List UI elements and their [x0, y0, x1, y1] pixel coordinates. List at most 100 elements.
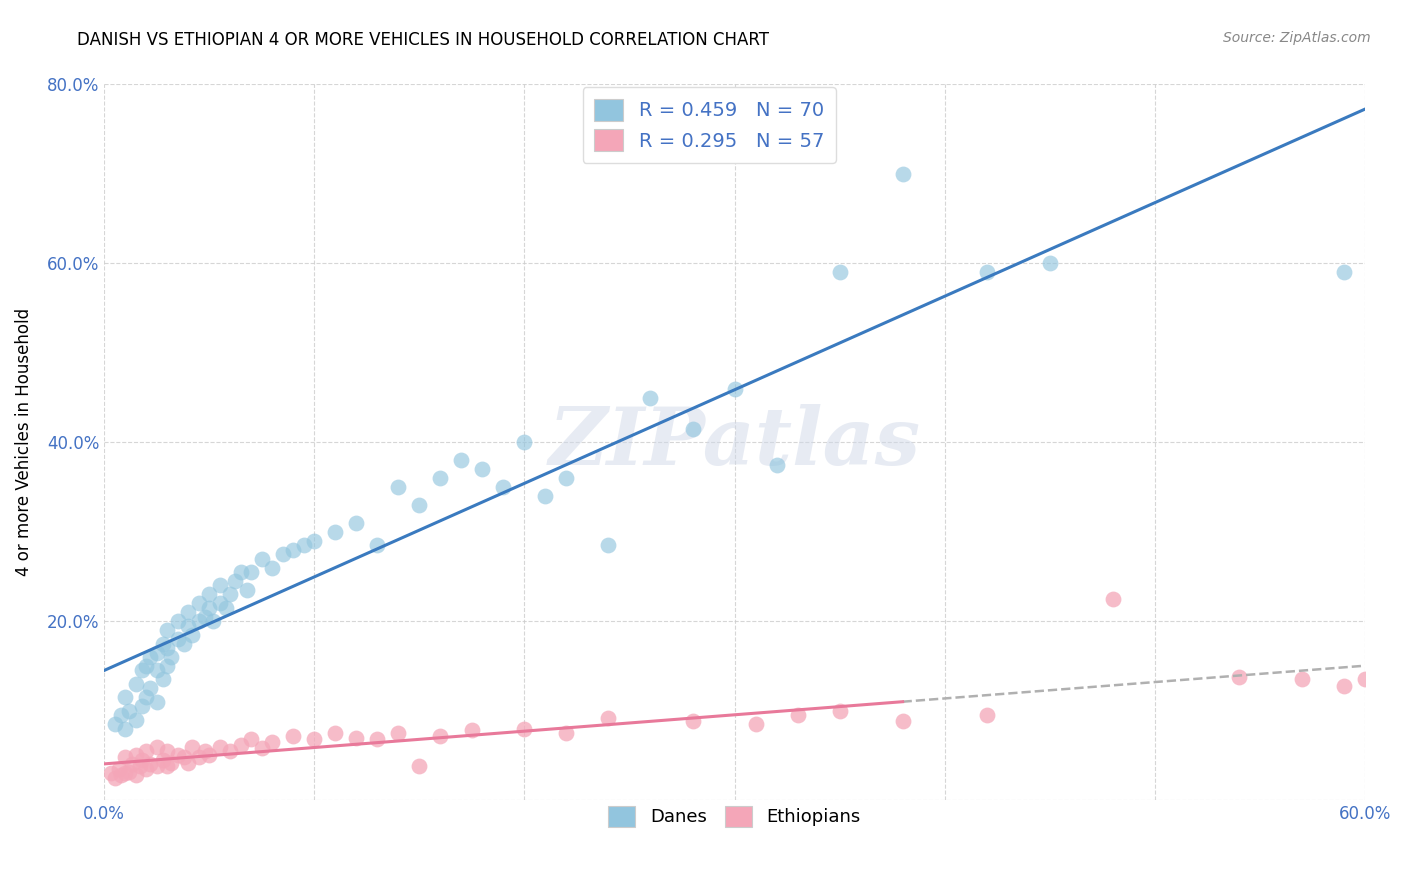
Point: [366, 538, 388, 552]
Point: [177, 619, 200, 633]
Point: [1333, 679, 1355, 693]
Text: DANISH VS ETHIOPIAN 4 OR MORE VEHICLES IN HOUSEHOLD CORRELATION CHART: DANISH VS ETHIOPIAN 4 OR MORE VEHICLES I…: [77, 31, 769, 49]
Text: ZIPatlas: ZIPatlas: [548, 403, 921, 481]
Point: [110, 708, 132, 723]
Point: [108, 762, 131, 776]
Point: [114, 750, 136, 764]
Point: [229, 565, 252, 579]
Point: [198, 748, 221, 763]
Point: [240, 732, 263, 747]
Point: [408, 759, 430, 773]
Point: [1039, 256, 1062, 270]
Point: [125, 748, 148, 763]
Point: [219, 587, 242, 601]
Point: [304, 732, 326, 747]
Point: [114, 722, 136, 736]
Point: [156, 659, 179, 673]
Point: [1291, 673, 1313, 687]
Point: [135, 744, 157, 758]
Point: [429, 729, 451, 743]
Point: [640, 391, 662, 405]
Point: [744, 717, 766, 731]
Point: [139, 650, 162, 665]
Point: [229, 738, 252, 752]
Point: [1354, 673, 1376, 687]
Point: [202, 614, 225, 628]
Point: [146, 664, 169, 678]
Point: [976, 708, 998, 723]
Point: [160, 756, 183, 770]
Point: [194, 609, 217, 624]
Point: [146, 759, 169, 773]
Point: [208, 578, 231, 592]
Point: [344, 516, 367, 530]
Point: [156, 624, 179, 638]
Point: [765, 458, 787, 472]
Point: [366, 732, 388, 747]
Point: [598, 538, 620, 552]
Point: [194, 744, 217, 758]
Point: [125, 677, 148, 691]
Point: [1227, 670, 1250, 684]
Point: [828, 704, 851, 718]
Point: [555, 471, 578, 485]
Point: [682, 422, 704, 436]
Point: [135, 659, 157, 673]
Point: [135, 762, 157, 776]
Point: [283, 729, 305, 743]
Point: [100, 766, 122, 780]
Point: [104, 771, 127, 785]
Point: [146, 695, 169, 709]
Point: [152, 753, 174, 767]
Point: [461, 723, 484, 738]
Point: [152, 637, 174, 651]
Point: [118, 764, 141, 779]
Point: [682, 714, 704, 729]
Point: [976, 265, 998, 279]
Point: [187, 614, 209, 628]
Point: [471, 462, 494, 476]
Point: [219, 744, 242, 758]
Point: [283, 542, 305, 557]
Point: [131, 753, 153, 767]
Point: [152, 673, 174, 687]
Point: [156, 759, 179, 773]
Point: [187, 596, 209, 610]
Point: [492, 480, 515, 494]
Point: [146, 739, 169, 754]
Point: [534, 489, 557, 503]
Point: [598, 711, 620, 725]
Point: [429, 471, 451, 485]
Point: [240, 565, 263, 579]
Point: [292, 538, 315, 552]
Point: [166, 632, 188, 647]
Point: [891, 714, 914, 729]
Point: [786, 708, 808, 723]
Point: [271, 547, 294, 561]
Point: [1101, 591, 1123, 606]
Point: [304, 533, 326, 548]
Point: [224, 574, 246, 588]
Point: [262, 735, 284, 749]
Text: Source: ZipAtlas.com: Source: ZipAtlas.com: [1223, 31, 1371, 45]
Point: [135, 690, 157, 705]
Point: [181, 628, 204, 642]
Point: [250, 741, 273, 756]
Point: [325, 524, 347, 539]
Point: [131, 699, 153, 714]
Point: [177, 605, 200, 619]
Point: [129, 759, 152, 773]
Point: [236, 582, 259, 597]
Point: [891, 167, 914, 181]
Point: [215, 600, 238, 615]
Point: [513, 722, 536, 736]
Point: [387, 480, 409, 494]
Point: [104, 717, 127, 731]
Point: [173, 750, 195, 764]
Point: [325, 726, 347, 740]
Point: [513, 435, 536, 450]
Point: [262, 560, 284, 574]
Point: [156, 641, 179, 656]
Point: [250, 551, 273, 566]
Point: [208, 596, 231, 610]
